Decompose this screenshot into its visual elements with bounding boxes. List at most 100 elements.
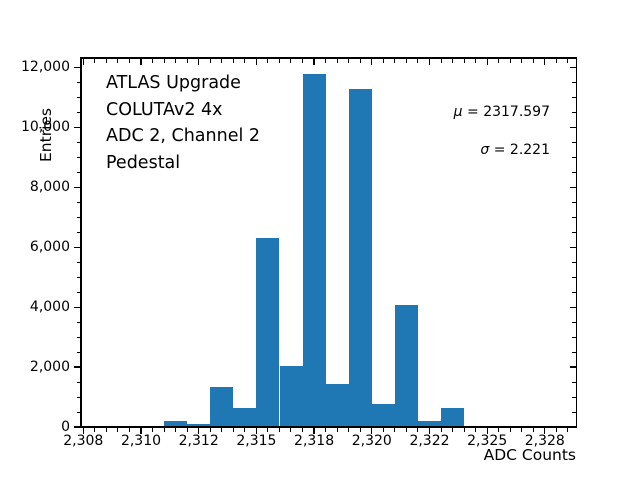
y-minor-tick-right <box>572 396 576 398</box>
y-major-tick-right <box>569 366 576 368</box>
x-minor-tick <box>105 427 107 432</box>
x-minor-tick <box>405 427 407 432</box>
annotation-text-block: ATLAS Upgrade COLUTAv2 4x ADC 2, Channel… <box>106 70 260 176</box>
y-minor-tick-right <box>572 381 576 383</box>
x-minor-tick <box>555 427 557 432</box>
x-major-tick-top <box>313 58 315 66</box>
y-major-tick-right <box>569 66 576 69</box>
x-minor-tick-top <box>348 58 350 63</box>
y-minor-tick <box>76 97 81 99</box>
y-minor-tick-right <box>572 82 576 84</box>
x-minor-tick <box>498 427 500 432</box>
y-minor-tick-right <box>572 97 576 99</box>
y-major-tick-right <box>569 126 576 129</box>
annotation-line-2: COLUTAv2 4x <box>106 99 223 120</box>
x-minor-tick <box>163 427 165 432</box>
mu-symbol: μ <box>453 104 463 120</box>
x-major-tick-top <box>486 58 488 66</box>
x-minor-tick <box>475 427 477 432</box>
x-major-tick <box>486 427 488 435</box>
mu-value: = 2317.597 <box>462 104 550 120</box>
x-minor-tick <box>382 427 384 432</box>
x-major-tick-top <box>140 58 142 66</box>
histogram-bar <box>417 421 441 427</box>
y-minor-tick-right <box>572 291 576 293</box>
annotation-line-4: Pedestal <box>106 152 181 173</box>
sigma-stat: σ = 2.221 <box>350 142 550 158</box>
x-minor-tick-top <box>290 58 292 63</box>
x-minor-tick-top <box>244 58 246 63</box>
x-minor-tick-top <box>463 58 465 63</box>
x-minor-tick-top <box>475 58 477 63</box>
x-minor-tick-top <box>152 58 154 63</box>
x-tick-label: 2,312 <box>178 432 219 449</box>
y-minor-tick <box>76 261 81 263</box>
x-minor-tick <box>209 427 211 432</box>
histogram-bar <box>187 423 211 427</box>
y-minor-tick <box>76 291 81 293</box>
x-major-tick-top <box>198 58 200 66</box>
histogram-bar <box>164 421 188 427</box>
x-major-tick-top <box>544 58 546 66</box>
top-spine <box>80 57 578 59</box>
sigma-symbol: σ <box>480 142 490 158</box>
x-major-tick <box>544 427 546 435</box>
annotation-line-1: ATLAS Upgrade <box>106 73 241 93</box>
y-tick-label: 0 <box>61 418 70 435</box>
x-minor-tick-top <box>382 58 384 63</box>
x-minor-tick-top <box>567 58 569 63</box>
x-minor-tick <box>348 427 350 432</box>
y-minor-tick-right <box>572 111 576 113</box>
y-minor-tick <box>76 111 81 113</box>
histogram-bar <box>302 74 326 427</box>
y-minor-tick <box>76 381 81 383</box>
y-axis-label-text: Entries <box>36 108 55 162</box>
x-minor-tick-top <box>498 58 500 63</box>
right-spine <box>575 57 578 428</box>
x-major-tick-top <box>255 58 258 66</box>
x-minor-tick-top <box>128 58 130 63</box>
x-minor-tick <box>152 427 154 432</box>
x-minor-tick <box>117 427 119 432</box>
y-minor-tick-right <box>572 261 576 263</box>
x-minor-tick <box>336 427 338 432</box>
y-axis-label: Entries <box>36 85 55 185</box>
y-minor-tick <box>76 411 81 413</box>
y-minor-tick-right <box>572 411 576 413</box>
x-minor-tick-top <box>555 58 557 63</box>
x-minor-tick-top <box>105 58 107 63</box>
x-minor-tick-top <box>452 58 454 63</box>
y-tick-label: 8,000 <box>29 178 70 195</box>
y-major-tick-right <box>569 426 576 428</box>
left-spine <box>80 57 82 428</box>
x-minor-tick <box>452 427 454 432</box>
x-tick-label: 2,325 <box>467 432 508 449</box>
x-major-tick <box>428 427 431 435</box>
x-minor-tick-top <box>267 58 269 63</box>
x-minor-tick <box>278 427 280 432</box>
x-major-tick <box>140 427 142 435</box>
y-minor-tick-right <box>572 171 576 173</box>
y-minor-tick-right <box>572 276 576 278</box>
y-minor-tick <box>76 216 81 218</box>
x-minor-tick <box>394 427 396 432</box>
x-tick-label: 2,310 <box>120 432 162 449</box>
y-minor-tick-right <box>572 321 576 323</box>
x-minor-tick <box>175 427 177 432</box>
x-minor-tick <box>221 427 223 432</box>
sigma-value: = 2.221 <box>489 142 550 158</box>
x-tick-label: 2,308 <box>63 432 104 449</box>
y-minor-tick-right <box>572 351 576 353</box>
x-minor-tick <box>186 427 188 432</box>
x-minor-tick-top <box>232 58 234 63</box>
x-minor-tick <box>463 427 465 432</box>
x-tick-label: 2,328 <box>524 432 565 449</box>
y-major-tick <box>74 426 81 428</box>
x-minor-tick <box>128 427 130 432</box>
x-minor-tick-top <box>175 58 177 63</box>
x-tick-label: 2,318 <box>294 432 335 449</box>
x-minor-tick <box>417 427 419 432</box>
x-minor-tick-top <box>186 58 188 63</box>
x-minor-tick-top <box>521 58 523 63</box>
